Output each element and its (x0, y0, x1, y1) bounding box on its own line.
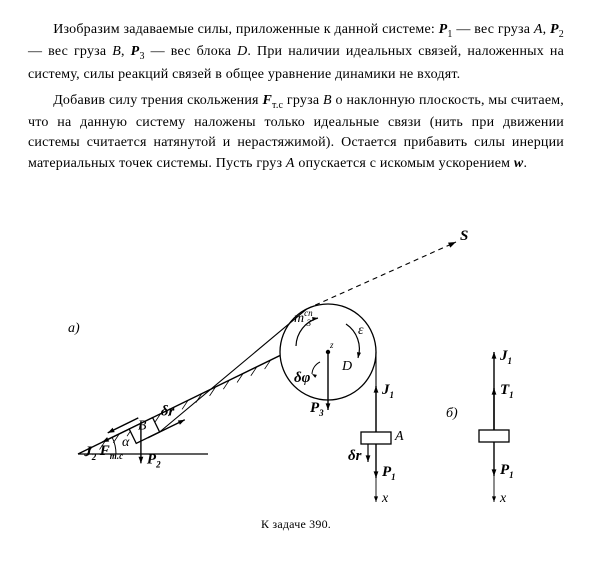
svg-text:T1: T1 (500, 382, 514, 400)
text: Изобразим задаваемые силы, приложенные к… (53, 22, 438, 37)
svg-text:ε: ε (358, 323, 364, 338)
paragraph-1: Изобразим задаваемые силы, приложенные к… (28, 20, 564, 85)
svg-text:P1: P1 (500, 462, 514, 480)
svg-text:z: z (329, 340, 334, 350)
sym-a: A (534, 22, 543, 37)
text: — вес груза (453, 22, 534, 37)
figure: а)б)αBδrJ2Fт.сP2Dzεmcn3δφP3SJ1AδrP1xxJ1T… (28, 182, 564, 512)
svg-text:J1: J1 (381, 382, 394, 400)
svg-text:J1: J1 (499, 348, 512, 366)
mechanics-diagram: а)б)αBδrJ2Fт.сP2Dzεmcn3δφP3SJ1AδrP1xxJ1T… (28, 182, 564, 512)
sym-a: A (286, 156, 295, 171)
sub: т.с (272, 100, 283, 111)
svg-text:x: x (381, 491, 389, 506)
sub: 2 (559, 29, 564, 40)
sym-b: B (112, 44, 121, 59)
svg-text:δr: δr (348, 448, 362, 464)
sym-f: F (262, 93, 272, 108)
text: — вес блока (145, 44, 237, 59)
svg-text:A: A (394, 429, 404, 444)
svg-text:δφ: δφ (294, 370, 311, 386)
text: опускается с искомым ускорением (295, 156, 514, 171)
svg-text:α: α (122, 435, 130, 450)
paragraph-2: Добавив силу трения скольжения Fт.с груз… (28, 91, 564, 174)
text: , (121, 44, 131, 59)
svg-text:δr: δr (161, 404, 175, 420)
sym-b: B (323, 93, 332, 108)
text: . (523, 156, 527, 171)
text: — вес груза (28, 44, 112, 59)
svg-text:x: x (499, 491, 507, 506)
sym-d: D (237, 44, 247, 59)
svg-text:D: D (341, 359, 352, 374)
svg-text:B: B (138, 419, 147, 434)
svg-text:S: S (460, 228, 468, 244)
svg-text:J2: J2 (83, 444, 97, 462)
sym-p2: P (550, 22, 559, 37)
svg-text:P3: P3 (310, 400, 324, 418)
svg-text:Fт.с: Fт.с (99, 443, 123, 461)
text: , (543, 22, 550, 37)
figure-caption: К задаче 390. (28, 516, 564, 533)
svg-text:а): а) (68, 321, 80, 336)
text: груза (283, 93, 323, 108)
svg-text:P1: P1 (382, 464, 396, 482)
text: Добавив силу трения скольжения (53, 93, 262, 108)
svg-text:б): б) (446, 406, 458, 421)
